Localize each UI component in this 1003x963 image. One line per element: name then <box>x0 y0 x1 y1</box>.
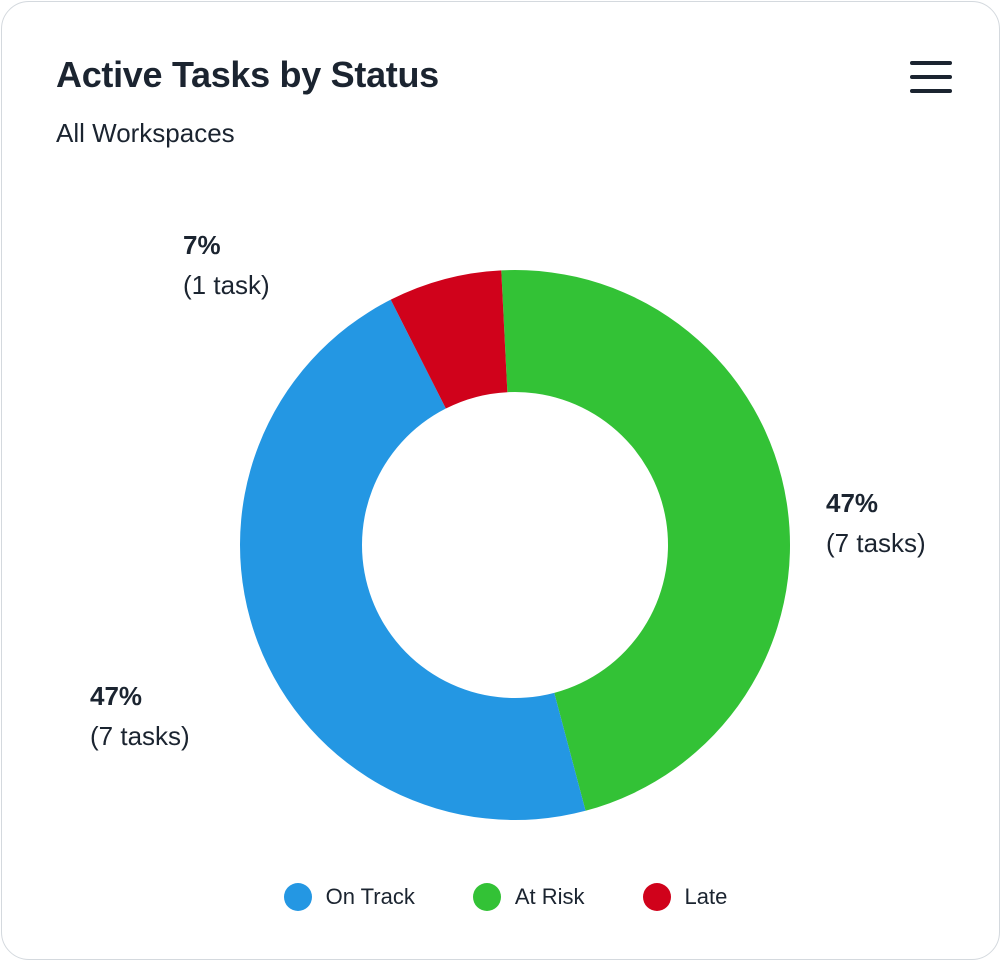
legend-swatch <box>283 883 312 911</box>
legend-label: Late <box>684 884 728 909</box>
data-label-percent: 7% <box>183 230 221 260</box>
legend-item-on-track[interactable]: On Track <box>283 883 415 911</box>
data-label-percent: 47% <box>826 488 878 518</box>
menu-line <box>910 61 952 65</box>
legend-swatch <box>472 883 501 911</box>
legend-label: At Risk <box>514 884 585 909</box>
menu-line <box>910 89 952 93</box>
menu-line <box>910 75 952 79</box>
chart-subtitle: All Workspaces <box>56 118 235 148</box>
data-label-count: (7 tasks) <box>826 528 926 558</box>
data-label-count: (1 task) <box>183 270 270 300</box>
data-label-percent: 47% <box>90 681 142 711</box>
chart-legend: On Track At Risk Late <box>0 880 1001 914</box>
hamburger-menu-icon[interactable] <box>902 54 960 100</box>
data-label-count: (7 tasks) <box>90 721 190 751</box>
legend-item-late[interactable]: Late <box>642 883 728 911</box>
donut-slice-late[interactable] <box>390 270 508 409</box>
donut-slice-at-risk[interactable] <box>501 270 790 811</box>
donut-slice-on-track[interactable] <box>240 299 586 820</box>
legend-swatch <box>642 883 671 911</box>
legend-item-at-risk[interactable]: At Risk <box>472 883 585 911</box>
legend-label: On Track <box>325 884 415 909</box>
chart-title: Active Tasks by Status <box>56 54 439 95</box>
